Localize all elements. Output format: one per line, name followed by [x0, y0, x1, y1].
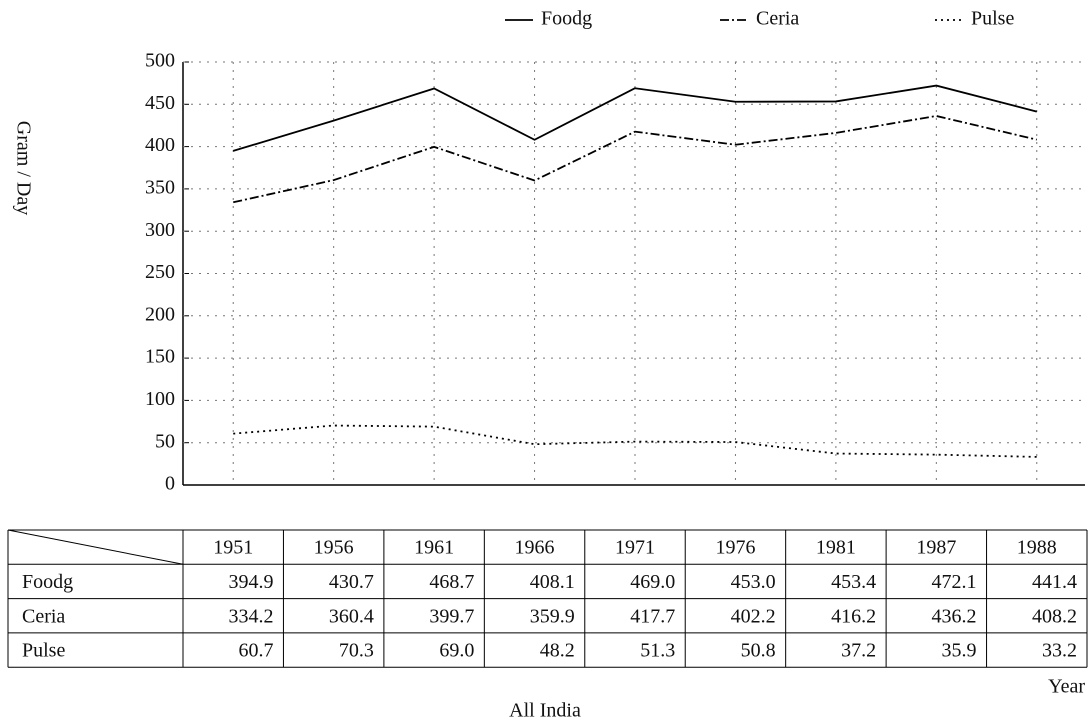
table-cell: 48.2: [540, 640, 575, 662]
table-header-cell: 1956: [314, 537, 354, 559]
table-cell: 394.9: [228, 571, 273, 593]
y-tick-label: 400: [145, 134, 175, 156]
table-cell: 453.0: [731, 571, 776, 593]
table-cell: 51.3: [640, 640, 675, 662]
table-row-label: Foodg: [22, 571, 73, 593]
table-header-cell: 1976: [715, 537, 755, 559]
y-tick-label: 450: [145, 92, 175, 114]
table-cell: 50.8: [741, 640, 776, 662]
series-line: [232, 84, 1038, 152]
y-tick-label: 150: [145, 346, 175, 368]
table-cell: 408.1: [530, 571, 575, 593]
y-tick-label: 100: [145, 388, 175, 410]
table-cell: 416.2: [831, 605, 876, 627]
table-cell: 436.2: [932, 605, 977, 627]
table-header-cell: 1966: [515, 537, 555, 559]
x-axis-label: Year: [1048, 676, 1085, 698]
table-header-cell: 1987: [916, 537, 956, 559]
table-cell: 35.9: [942, 640, 977, 662]
table-cell: 70.3: [339, 640, 374, 662]
table-header-cell: 1951: [213, 537, 253, 559]
table-cell: 334.2: [228, 605, 273, 627]
table-cell: 468.7: [429, 571, 474, 593]
series-line: [233, 115, 1037, 204]
table-row-label: Ceria: [22, 605, 65, 627]
table-cell: 430.7: [329, 571, 374, 593]
y-tick-label: 350: [145, 176, 175, 198]
table-cell: 37.2: [841, 640, 876, 662]
table-header-cell: 1981: [816, 537, 856, 559]
table-cell: 399.7: [429, 605, 474, 627]
table-header-cell: 1971: [615, 537, 655, 559]
table-cell: 441.4: [1032, 571, 1077, 593]
table-cell: 360.4: [329, 605, 374, 627]
y-tick-label: 300: [145, 219, 175, 241]
table-cell: 408.2: [1032, 605, 1077, 627]
table-cell: 359.9: [530, 605, 575, 627]
table-cell: 469.0: [630, 571, 675, 593]
table-header-cell: 1988: [1017, 537, 1057, 559]
legend-label: Ceria: [756, 8, 799, 30]
table-cell: 417.7: [630, 605, 675, 627]
table-cell: 60.7: [238, 640, 273, 662]
y-tick-label: 0: [165, 473, 175, 495]
legend-label: Pulse: [971, 8, 1014, 30]
legend-label: Foodg: [541, 8, 592, 30]
table-header-cell: 1961: [414, 537, 454, 559]
y-tick-label: 200: [145, 303, 175, 325]
y-tick-label: 500: [145, 50, 175, 72]
caption: All India: [509, 700, 581, 722]
table-cell: 33.2: [1042, 640, 1077, 662]
series-line: [233, 424, 1037, 458]
table-row-label: Pulse: [22, 640, 65, 662]
y-tick-label: 250: [145, 261, 175, 283]
table-cell: 453.4: [831, 571, 876, 593]
y-tick-label: 50: [155, 430, 175, 452]
y-axis-label: Gram / Day: [12, 121, 34, 215]
table-diagonal: [7, 529, 184, 565]
table-cell: 69.0: [439, 640, 474, 662]
table-cell: 402.2: [731, 605, 776, 627]
table-cell: 472.1: [932, 571, 977, 593]
